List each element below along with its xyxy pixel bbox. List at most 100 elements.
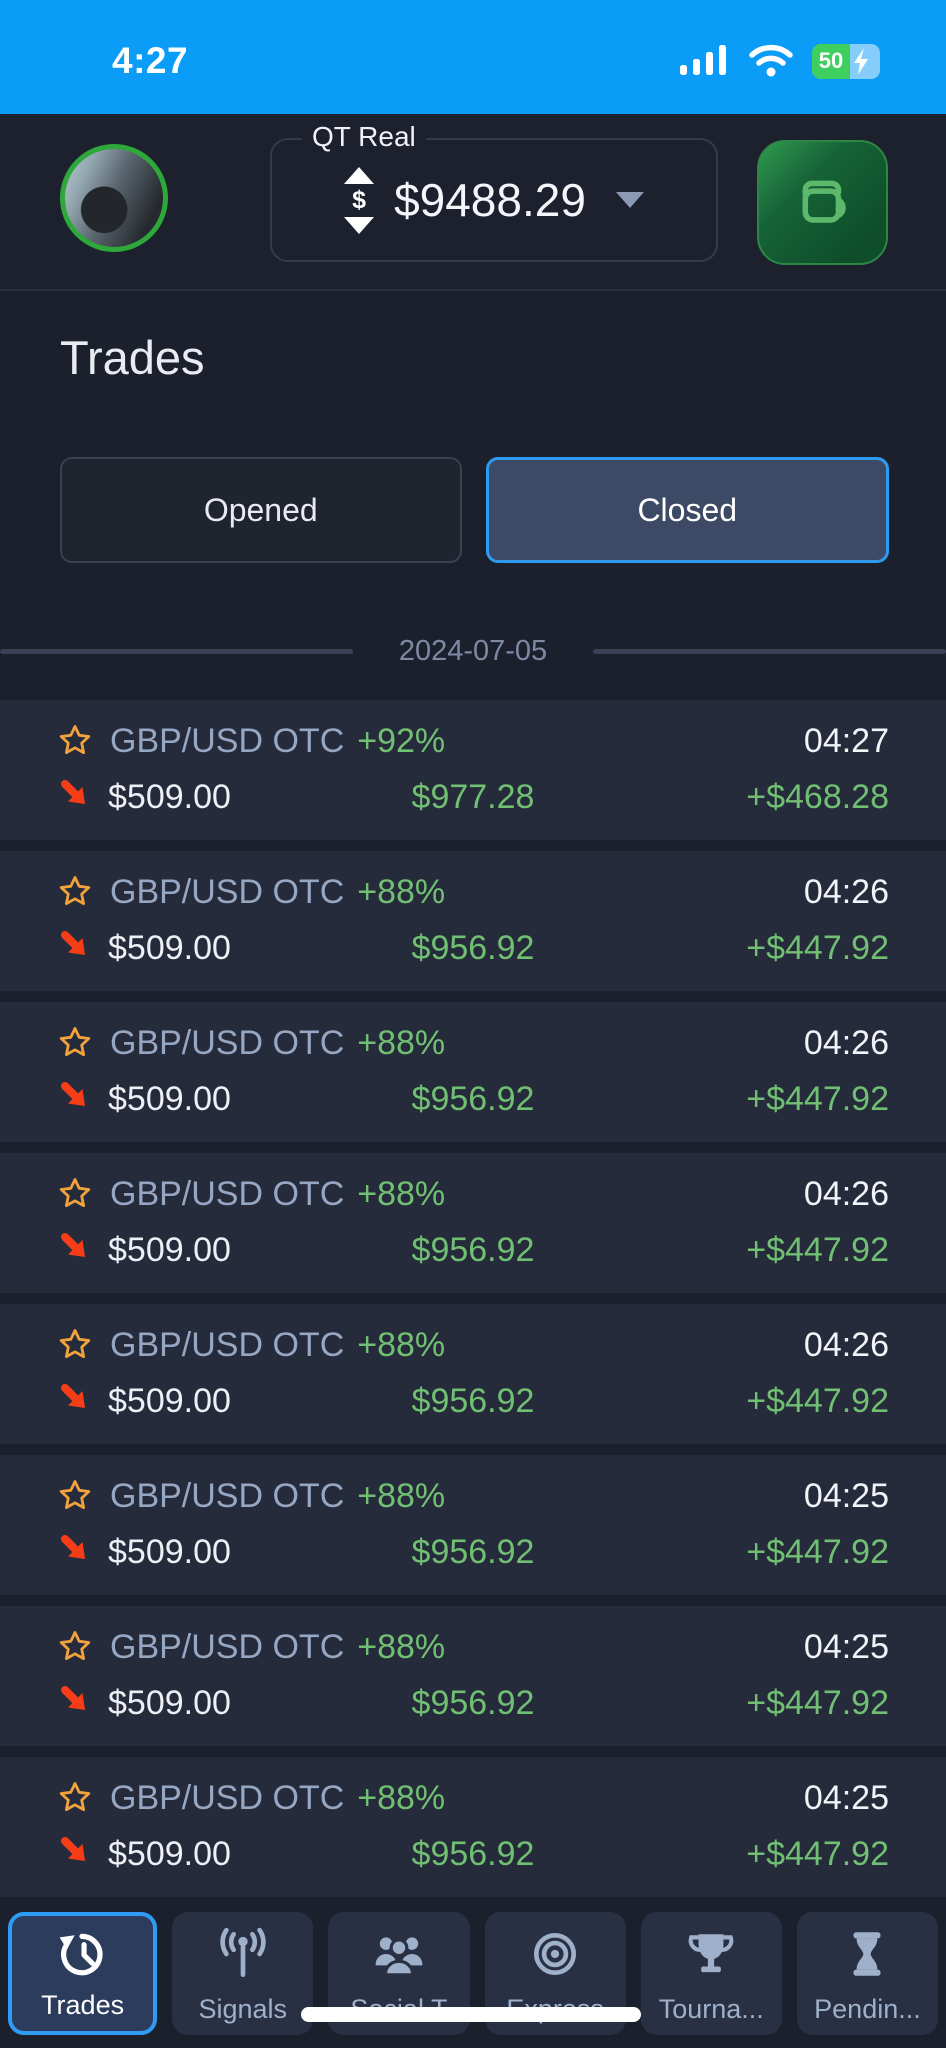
battery-charging-icon: 50 (812, 43, 880, 79)
trade-profit: +$447.92 (746, 1683, 889, 1722)
trade-row[interactable]: GBP/USD OTC +88% 04:25 $509.00 $956.92 +… (0, 1757, 946, 1897)
favorite-star-icon[interactable] (57, 723, 93, 759)
trade-row[interactable]: GBP/USD OTC +88% 04:26 $509.00 $956.92 +… (0, 1002, 946, 1142)
trade-pair: GBP/USD OTC (110, 1023, 345, 1062)
target-icon (528, 1912, 582, 1988)
trade-payout-percent: +88% (357, 1023, 446, 1062)
trade-close-value: $977.28 (411, 777, 535, 816)
trade-row-bottom-line: $509.00 $956.92 +$447.92 (57, 1380, 889, 1423)
account-balance: $9488.29 (394, 174, 586, 226)
trade-row[interactable]: GBP/USD OTC +88% 04:26 $509.00 $956.92 +… (0, 1153, 946, 1293)
tab-closed[interactable]: Closed (485, 457, 889, 563)
trade-amount: $509.00 (108, 1381, 231, 1420)
trade-amount: $509.00 (108, 1834, 231, 1873)
status-time: 4:27 (112, 40, 189, 81)
trade-profit: +$447.92 (746, 1532, 889, 1571)
trade-payout-percent: +88% (357, 1627, 446, 1666)
trade-row-bottom-line: $509.00 $956.92 +$447.92 (57, 1229, 889, 1272)
trade-row[interactable]: GBP/USD OTC +88% 04:25 $509.00 $956.92 +… (0, 1455, 946, 1595)
balance-sort-icon: $ (344, 166, 375, 234)
trade-amount: $509.00 (108, 1230, 231, 1269)
nav-item-tournaments[interactable]: Tourna... (640, 1912, 782, 2035)
direction-down-icon (57, 1833, 91, 1876)
nav-item-trades[interactable]: Trades (8, 1912, 158, 2035)
trade-row-top-line: GBP/USD OTC +88% 04:26 (57, 873, 889, 912)
trade-close-value: $956.92 (411, 1834, 535, 1873)
signal-bars-icon (680, 42, 730, 80)
trade-row-bottom-line: $509.00 $956.92 +$447.92 (57, 927, 889, 970)
favorite-star-icon[interactable] (57, 1176, 93, 1212)
wallet-icon (792, 169, 854, 236)
favorite-star-icon[interactable] (57, 1780, 93, 1816)
trade-row[interactable]: GBP/USD OTC +88% 04:26 $509.00 $956.92 +… (0, 1304, 946, 1444)
wifi-icon (746, 41, 796, 82)
direction-down-icon (57, 1078, 91, 1121)
nav-item-pending[interactable]: Pendin... (796, 1912, 939, 2035)
trade-row-top-line: GBP/USD OTC +88% 04:25 (57, 1477, 889, 1516)
trade-pair: GBP/USD OTC (110, 1174, 345, 1213)
trade-profit: +$447.92 (746, 928, 889, 967)
nav-label: Signals (198, 1994, 288, 2024)
account-type-label: QT Real (302, 121, 426, 153)
trade-amount: $509.00 (108, 1683, 231, 1722)
home-indicator[interactable] (301, 2007, 641, 2022)
trade-row-top-line: GBP/USD OTC +88% 04:26 (57, 1024, 889, 1063)
wallet-button[interactable] (757, 140, 888, 265)
trade-profit: +$447.92 (746, 1079, 889, 1118)
trade-pair: GBP/USD OTC (110, 1778, 345, 1817)
status-icons: 50 (680, 41, 880, 82)
trade-row-bottom-line: $509.00 $956.92 +$447.92 (57, 1078, 889, 1121)
trade-pair: GBP/USD OTC (110, 1476, 345, 1515)
charging-bolt-icon (852, 47, 870, 79)
avatar[interactable] (60, 144, 168, 252)
trade-row-top-line: GBP/USD OTC +88% 04:26 (57, 1175, 889, 1214)
trades-list: GBP/USD OTC +92% 04:27 $509.00 $977.28 +… (0, 700, 946, 1908)
trade-close-value: $956.92 (411, 928, 535, 967)
trade-close-value: $956.92 (411, 1532, 535, 1571)
trade-profit: +$447.92 (746, 1834, 889, 1873)
favorite-star-icon[interactable] (57, 1327, 93, 1363)
favorite-star-icon[interactable] (57, 1629, 93, 1665)
trade-row-bottom-line: $509.00 $956.92 +$447.92 (57, 1531, 889, 1574)
trade-close-value: $956.92 (411, 1683, 535, 1722)
trade-profit: +$447.92 (746, 1381, 889, 1420)
trade-pair: GBP/USD OTC (110, 721, 345, 760)
trades-tabs: Opened Closed (60, 457, 889, 563)
trade-close-value: $956.92 (411, 1381, 535, 1420)
direction-down-icon (57, 927, 91, 970)
hourglass-icon (840, 1912, 894, 1988)
date-divider: 2024-07-05 (0, 622, 946, 680)
nav-item-signals[interactable]: Signals (172, 1912, 314, 2035)
trade-payout-percent: +88% (357, 1174, 446, 1213)
trade-time: 04:26 (803, 872, 889, 911)
trade-time: 04:26 (803, 1325, 889, 1364)
trade-close-value: $956.92 (411, 1079, 535, 1118)
favorite-star-icon[interactable] (57, 874, 93, 910)
page-title: Trades (60, 331, 205, 384)
tab-opened[interactable]: Opened (60, 457, 462, 563)
divider-line (0, 648, 353, 654)
divider-line (593, 648, 946, 654)
nav-label: Tourna... (658, 1994, 764, 2024)
trade-pair: GBP/USD OTC (110, 1325, 345, 1364)
trade-row[interactable]: GBP/USD OTC +92% 04:27 $509.00 $977.28 +… (0, 700, 946, 840)
trade-time: 04:26 (803, 1023, 889, 1062)
people-icon (372, 1912, 426, 1988)
trade-row[interactable]: GBP/USD OTC +88% 04:25 $509.00 $956.92 +… (0, 1606, 946, 1746)
status-bar: 4:27 50 (0, 0, 946, 114)
direction-down-icon (57, 776, 91, 819)
trade-time: 04:25 (803, 1476, 889, 1515)
trade-close-value: $956.92 (411, 1230, 535, 1269)
direction-down-icon (57, 1682, 91, 1725)
trade-payout-percent: +88% (357, 1325, 446, 1364)
favorite-star-icon[interactable] (57, 1478, 93, 1514)
trade-row-bottom-line: $509.00 $956.92 +$447.92 (57, 1833, 889, 1876)
trade-row-bottom-line: $509.00 $977.28 +$468.28 (57, 776, 889, 819)
trade-row[interactable]: GBP/USD OTC +88% 04:26 $509.00 $956.92 +… (0, 851, 946, 991)
trade-amount: $509.00 (108, 1079, 231, 1118)
trade-profit: +$447.92 (746, 1230, 889, 1269)
account-selector[interactable]: QT Real $ $9488.29 (270, 121, 718, 262)
favorite-star-icon[interactable] (57, 1025, 93, 1061)
trade-time: 04:27 (803, 721, 889, 760)
